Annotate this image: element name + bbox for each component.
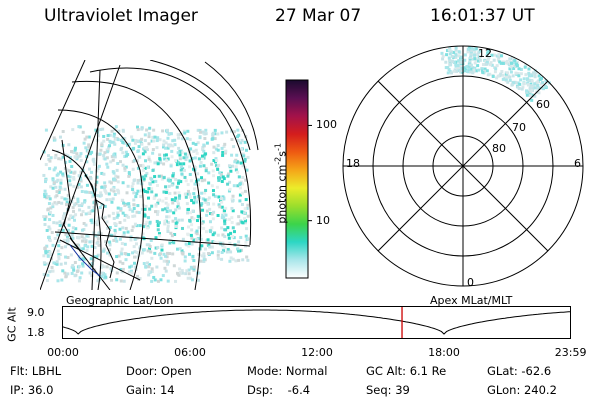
status-field: IP: 36.0 — [10, 383, 54, 397]
status-field: Dsp: -6.4 — [247, 383, 311, 397]
status-field: Seq: 39 — [366, 383, 410, 397]
timeline-ytick-high: 9.0 — [27, 306, 45, 319]
mlt-label-0: 0 — [467, 276, 474, 289]
mlat-label-60: 60 — [536, 98, 550, 111]
grid-line — [89, 67, 252, 246]
colorbar-tick-label: 100 — [316, 118, 337, 132]
altitude-timeline — [62, 306, 572, 339]
mlt-label-6: 6 — [574, 157, 581, 170]
status-field: GLat: -62.6 — [487, 364, 552, 378]
grid-line — [51, 149, 102, 290]
timeline-xtick-label: 23:59 — [554, 346, 587, 359]
grid-line — [57, 109, 144, 290]
timeline-xtick-label: 18:00 — [428, 346, 460, 359]
date-label: 27 Mar 07 — [275, 6, 362, 26]
timeline-ylabel: GC Alt — [5, 307, 19, 342]
grid-line — [149, 60, 251, 151]
timeline-xtick-label: 12:00 — [301, 346, 333, 359]
mlat-label-80: 80 — [492, 142, 506, 155]
status-field: Mode: Normal — [247, 364, 328, 378]
timeline-xtick-label: 06:00 — [174, 346, 206, 359]
status-field: Gain: 14 — [126, 383, 175, 397]
instrument-title: Ultraviolet Imager — [44, 6, 198, 26]
apex-caption: Apex MLat/MLT — [430, 294, 513, 307]
timeline-xtick-label: 00:00 — [47, 346, 79, 359]
mlt-label-18: 18 — [346, 157, 360, 170]
status-field: Door: Open — [126, 364, 192, 378]
colorbar — [285, 79, 312, 279]
mlat-label-70: 70 — [512, 121, 526, 134]
geographic-caption: Geographic Lat/Lon — [66, 294, 174, 307]
colorbar-scale — [285, 79, 309, 279]
status-field: GC Alt: 6.1 Re — [366, 364, 447, 378]
time-label: 16:01:37 UT — [430, 6, 535, 26]
grid-line — [71, 80, 202, 290]
colorbar-tick-label: 10 — [316, 213, 330, 227]
status-field: GLon: 240.2 — [487, 383, 557, 397]
status-field: Flt: LBHL — [10, 364, 62, 378]
timeline-ytick-low: 1.8 — [27, 326, 45, 339]
grid-line — [204, 61, 259, 151]
mlt-label-12: 12 — [478, 47, 492, 60]
